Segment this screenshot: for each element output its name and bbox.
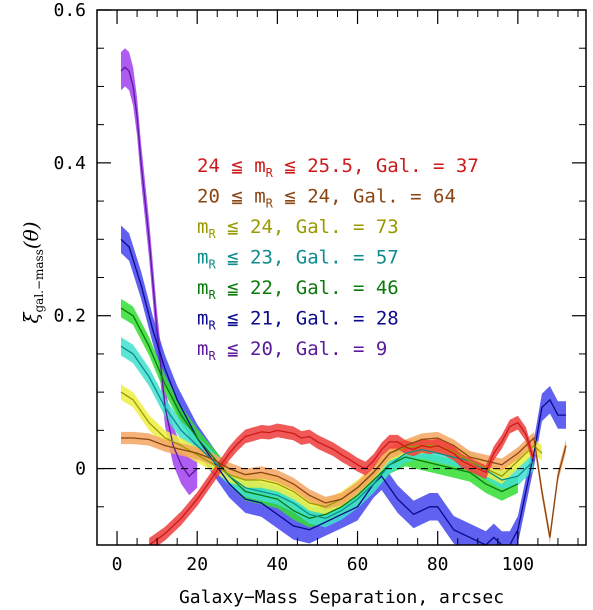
y-axis-label-sub: gal.−mass <box>32 249 46 312</box>
y-tick-label: 0.4 <box>53 153 86 174</box>
y-axis-label-main: ξ <box>19 312 43 324</box>
x-tick-label: 60 <box>347 554 369 575</box>
series-band-7 <box>121 48 198 496</box>
axis-ticks <box>96 9 586 546</box>
svg-text:ξgal.−mass(θ): ξgal.−mass(θ) <box>19 221 46 323</box>
y-tick-label: 0.2 <box>53 306 86 327</box>
series-line-4 <box>120 345 535 519</box>
x-tick-label: 40 <box>267 554 289 575</box>
series-line-3 <box>120 391 543 508</box>
x-tick-label: 100 <box>502 554 535 575</box>
x-tick-label: 0 <box>112 554 123 575</box>
x-axis-label: Galaxy−Mass Separation, arcsec <box>179 587 504 608</box>
y-tick-label: 0 <box>75 459 86 480</box>
legend-entry-7: mR ≦ 20, Gal. = 9 <box>197 338 387 363</box>
series-line-1 <box>148 421 535 545</box>
x-tick-label: 80 <box>427 554 449 575</box>
legend-entry-5: mR ≦ 22, Gal. = 46 <box>197 277 399 302</box>
legend-entry-4: mR ≦ 23, Gal. = 57 <box>197 247 399 272</box>
series-band-4 <box>121 337 534 528</box>
y-tick-label: 0.6 <box>53 0 86 21</box>
x-tick-label: 20 <box>186 554 208 575</box>
series-line-2 <box>121 436 567 538</box>
legend-entry-2: 20 ≦ mR ≦ 24, Gal. = 64 <box>197 186 456 211</box>
tick-labels: 0 20 40 60 80 100 0 0.2 0.4 0.6 <box>53 0 534 575</box>
y-axis-label-arg: (θ) <box>19 221 43 249</box>
series-band-1 <box>149 415 534 545</box>
legend: 24 ≦ mR ≦ 25.5, Gal. = 37 20 ≦ mR ≦ 24, G… <box>197 155 479 363</box>
legend-entry-3: mR ≦ 24, Gal. = 73 <box>197 216 399 241</box>
series-line-7 <box>120 66 198 478</box>
confidence-bands <box>121 48 566 545</box>
y-axis-label: ξgal.−mass(θ) <box>19 221 46 323</box>
series-lines <box>120 66 567 545</box>
legend-entry-6: mR ≦ 21, Gal. = 28 <box>197 308 399 333</box>
series-band-2 <box>121 431 566 544</box>
legend-entry-1: 24 ≦ mR ≦ 25.5, Gal. = 37 <box>197 155 479 180</box>
